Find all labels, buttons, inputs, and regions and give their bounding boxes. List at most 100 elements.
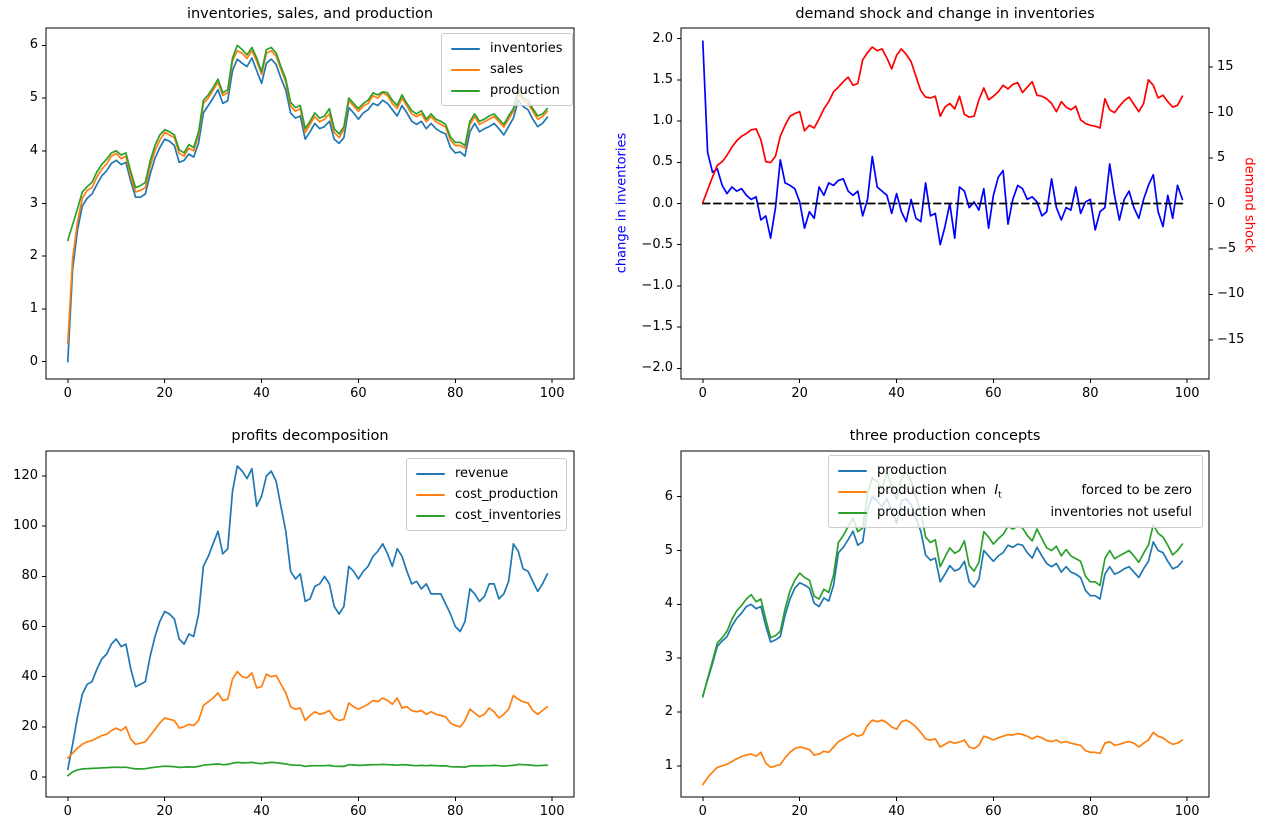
y-tick-label-right: 5 [1217, 150, 1226, 166]
y-tick-label: 1 [29, 300, 38, 316]
legend-line-sample [416, 472, 445, 475]
x-tick-label: 20 [156, 804, 173, 819]
y-tick-label: 40 [21, 668, 38, 684]
x-tick-label: 0 [698, 386, 707, 401]
chart-title-inventories-sales-production: inventories, sales, and production [186, 6, 434, 22]
y-tick-label: 4 [664, 596, 673, 612]
y-tick-label: 120 [13, 468, 38, 484]
series-line-revenue [66, 465, 549, 771]
y-tick-label: 6 [664, 488, 673, 504]
legend-item: production when inventories not useful [838, 502, 1192, 523]
series-line-cost-inventories [66, 761, 549, 777]
legend-line-sample [451, 68, 480, 71]
legend-item: cost_production [416, 484, 559, 505]
legend-item: sales [451, 59, 562, 80]
legend-label: sales [490, 62, 524, 77]
x-tick-label: 20 [156, 386, 173, 401]
legend-label: production when inventories not useful [877, 505, 1192, 520]
x-tick-label: 60 [985, 804, 1002, 819]
legend-label: revenue [455, 466, 509, 481]
y-tick-label: 2 [29, 248, 38, 264]
legend: revenue cost_production cost_inventories [406, 458, 567, 531]
y-tick-label-right: 15 [1217, 59, 1234, 75]
y-tick-label: 5 [664, 542, 673, 558]
chart-title-demand-shock: demand shock and change in inventories [795, 6, 1095, 22]
legend-item: production [451, 80, 562, 101]
legend: inventories sales production [441, 33, 573, 106]
y-tick-label: 0.5 [652, 154, 673, 170]
legend-line-sample [838, 511, 867, 514]
legend: production production when It forced to be… [828, 455, 1203, 528]
y-tick-label: −0.5 [641, 236, 673, 252]
y-tick-label: −2.0 [641, 360, 673, 376]
legend-line-sample [416, 493, 445, 496]
legend-label: production [490, 83, 560, 98]
series-line-cost-production [66, 670, 549, 759]
x-tick-label: 80 [447, 386, 464, 401]
y-tick-label: 3 [664, 650, 673, 666]
x-tick-label: 80 [1082, 804, 1099, 819]
series-line-production-when-inventories-not-useful [701, 471, 1184, 698]
x-tick-label: 0 [698, 804, 707, 819]
series-line-inventories [66, 57, 549, 363]
y-tick-label: 5 [29, 90, 38, 106]
x-tick-label: 100 [1174, 804, 1200, 819]
x-tick-label: 80 [1082, 386, 1099, 401]
x-tick-label: 40 [888, 386, 905, 401]
series-line-production [66, 44, 549, 242]
x-tick-label: 40 [253, 804, 270, 819]
chart-title-three-production-concepts: three production concepts [849, 428, 1041, 444]
y-tick-label: 2.0 [652, 30, 673, 46]
y-tick-label: 100 [13, 518, 38, 534]
legend-line-sample [451, 89, 480, 92]
y-tick-label-right: −10 [1217, 286, 1245, 302]
x-tick-label: 0 [63, 804, 72, 819]
y-tick-label: 4 [29, 142, 38, 158]
y-tick-label: 1.0 [652, 113, 673, 129]
y-tick-label-right: −5 [1217, 240, 1237, 256]
y-tick-label: 3 [29, 195, 38, 211]
legend-item: cost_inventories [416, 505, 561, 526]
x-tick-label: 0 [63, 386, 72, 401]
series-line-change-in-inventories [701, 40, 1184, 246]
y-tick-label: 20 [21, 718, 38, 734]
legend-label: cost_production [455, 487, 559, 502]
series-line-production-when-i-t-forced-to-be-zero [701, 719, 1184, 786]
legend-label: production [877, 463, 947, 478]
legend-line-sample [838, 490, 867, 493]
legend-label: cost_inventories [455, 508, 562, 523]
y-tick-label: 0 [29, 353, 38, 369]
x-tick-label: 100 [1174, 386, 1200, 401]
legend-line-sample [416, 514, 445, 517]
y-tick-label: −1.5 [641, 319, 673, 335]
y-tick-label: −1.0 [641, 277, 673, 293]
x-tick-label: 60 [985, 386, 1002, 401]
legend-item: production [838, 460, 1192, 481]
x-tick-label: 20 [791, 386, 808, 401]
y-tick-label: 0 [29, 768, 38, 784]
x-tick-label: 80 [447, 804, 464, 819]
y-tick-label: 1 [664, 757, 673, 773]
x-tick-label: 40 [253, 386, 270, 401]
series-line-demand-shock [701, 46, 1184, 204]
x-tick-label: 60 [350, 386, 367, 401]
legend-line-sample [451, 47, 480, 50]
y-tick-label-right: −15 [1217, 331, 1245, 347]
y-axis-label-change-in-inventories: change in inventories [614, 132, 630, 274]
y-tick-label: 2 [664, 703, 673, 719]
x-tick-label: 100 [539, 804, 565, 819]
legend-item: inventories [451, 38, 563, 59]
y-tick-label: 0.0 [652, 195, 673, 211]
x-tick-label: 40 [888, 804, 905, 819]
y-tick-label: 60 [21, 618, 38, 634]
legend-item: revenue [416, 463, 556, 484]
series-line-production [701, 495, 1184, 697]
legend-label: production when It forced to be zero [877, 482, 1192, 501]
legend-line-sample [838, 469, 867, 472]
x-tick-label: 100 [539, 386, 565, 401]
legend-item: production when It forced to be zero [838, 481, 1192, 502]
chart-title-profits-decomposition: profits decomposition [231, 428, 389, 444]
